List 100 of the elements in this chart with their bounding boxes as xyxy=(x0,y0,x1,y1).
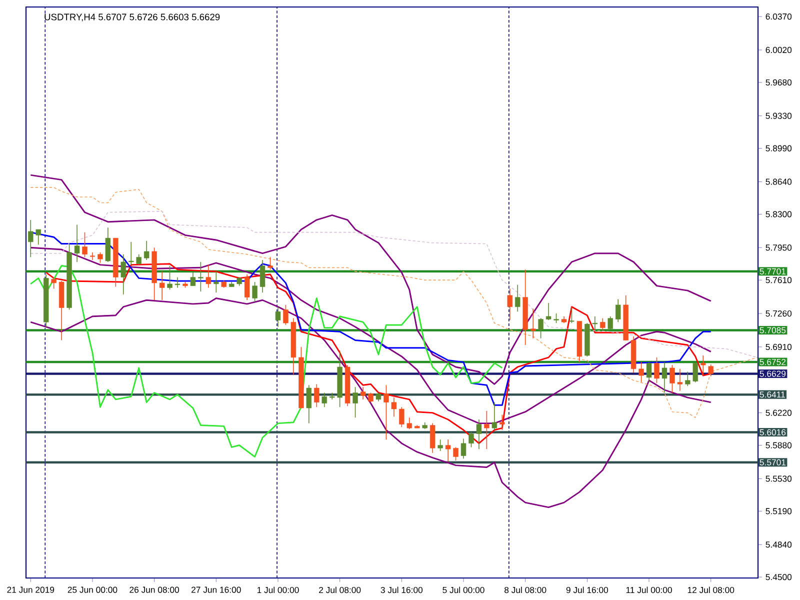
candlestick xyxy=(430,422,436,454)
ref-line-label: 5.6016 xyxy=(760,429,786,436)
candlestick xyxy=(206,264,212,288)
candlestick xyxy=(74,224,80,262)
y-tick-label: 5.7610 xyxy=(766,277,792,284)
candlestick xyxy=(36,229,41,246)
x-tick-label: 9 Jul 16:00 xyxy=(566,586,608,594)
candlestick xyxy=(662,362,668,394)
x-tick-label: 26 Jun 08:00 xyxy=(130,586,180,593)
candlestick xyxy=(283,304,288,326)
ref-line-label: 5.5701 xyxy=(760,459,786,466)
line-series xyxy=(30,265,503,458)
text: USDTRY,H4 5.6707 5.6726 5.6603 5.6629 xyxy=(44,14,220,22)
ref-line-label: 5.6752 xyxy=(760,358,786,366)
x-tick-label: 8 Jul 08:00 xyxy=(504,586,546,594)
y-tick-label: 6.0370 xyxy=(766,13,792,20)
candlestick xyxy=(399,406,404,428)
candlestick xyxy=(159,271,165,301)
y-tick-label: 5.7950 xyxy=(766,244,792,251)
candlestick xyxy=(700,355,706,376)
ref-line-label: 5.6411 xyxy=(760,392,785,398)
candlestick xyxy=(460,438,466,460)
candlestick xyxy=(51,278,56,290)
y-tick-label: 5.8300 xyxy=(766,211,792,218)
candlestick xyxy=(592,316,598,330)
candlestick xyxy=(368,392,374,403)
candlestick xyxy=(530,308,536,339)
candlestick xyxy=(244,274,250,301)
x-tick-label: 2 Jul 08:00 xyxy=(319,586,361,594)
candlestick xyxy=(89,252,96,260)
y-tick-label: 6.0020 xyxy=(766,46,792,54)
candlestick xyxy=(492,402,498,430)
candlestick xyxy=(352,386,358,418)
candlestick xyxy=(615,298,621,322)
y-tick-label: 5.7260 xyxy=(766,310,792,317)
candlestick xyxy=(608,316,613,330)
candlestick xyxy=(685,371,690,386)
candlestick xyxy=(190,272,196,286)
y-tick-label: 5.6220 xyxy=(766,410,792,416)
candlestick xyxy=(445,439,451,462)
line-series xyxy=(30,297,712,508)
ref-line-label: 5.7701 xyxy=(760,268,786,274)
y-tick-label: 5.5880 xyxy=(766,442,792,448)
candlestick xyxy=(406,417,412,430)
candlestick xyxy=(384,384,389,440)
y-tick-label: 5.8990 xyxy=(766,145,792,152)
candlestick xyxy=(500,414,505,430)
candlestick xyxy=(654,357,660,384)
x-tick-label: 5 Jul 00:00 xyxy=(442,586,484,594)
y-tick-label: 5.9330 xyxy=(766,112,792,119)
x-tick-label: 3 Jul 16:00 xyxy=(380,586,423,594)
x-tick-label: 11 Jul 00:00 xyxy=(626,586,672,594)
candlestick xyxy=(391,397,397,418)
candlestick xyxy=(214,271,219,293)
y-tick-label: 5.9680 xyxy=(766,79,792,86)
candlestick xyxy=(120,254,126,295)
candlestick xyxy=(260,260,266,293)
candlestick xyxy=(268,256,273,270)
candlestick xyxy=(538,318,544,339)
y-tick-label: 5.8640 xyxy=(766,178,792,185)
candlestick xyxy=(306,384,312,424)
line-series xyxy=(30,174,712,385)
candlestick xyxy=(677,368,683,392)
candlestick xyxy=(692,362,698,383)
candlestick xyxy=(314,384,320,408)
y-tick-label: 5.5190 xyxy=(766,508,792,514)
candlestick xyxy=(468,432,474,448)
candlestick xyxy=(322,392,327,408)
y-tick-label: 5.4500 xyxy=(766,574,792,580)
y-tick-label: 5.5530 xyxy=(766,476,792,482)
candlestick xyxy=(252,282,258,302)
ref-line-label: 5.7085 xyxy=(760,327,786,334)
candlestick xyxy=(275,306,281,328)
candlestick xyxy=(646,362,652,383)
candlestick xyxy=(198,262,204,292)
candlestick xyxy=(136,254,142,266)
x-tick-label: 27 Jun 16:00 xyxy=(192,586,241,593)
x-tick-label: 21 Jun 2019 xyxy=(7,586,54,593)
candlestick xyxy=(476,419,482,450)
candlestick xyxy=(670,364,675,394)
candlestick xyxy=(128,241,134,266)
candlestick xyxy=(638,362,644,383)
candlestick xyxy=(167,265,172,290)
y-tick-label: 5.6910 xyxy=(766,344,792,350)
y-tick-label: 5.4840 xyxy=(766,542,792,548)
candlestick xyxy=(438,439,443,452)
candlestick xyxy=(98,252,103,264)
ref-line-label: 5.6629 xyxy=(760,370,786,377)
candlestick xyxy=(554,313,559,324)
candlestick xyxy=(708,364,714,377)
candlestick xyxy=(507,288,512,321)
candlestick xyxy=(453,446,458,461)
x-tick-label: 25 Jun 00:00 xyxy=(68,586,118,593)
candlestick xyxy=(515,284,520,312)
candlestick xyxy=(600,318,606,330)
candlestick xyxy=(28,220,34,258)
candlestick xyxy=(105,227,111,262)
candlestick xyxy=(174,276,180,288)
candlestick xyxy=(546,302,552,321)
candlestick xyxy=(82,232,88,258)
